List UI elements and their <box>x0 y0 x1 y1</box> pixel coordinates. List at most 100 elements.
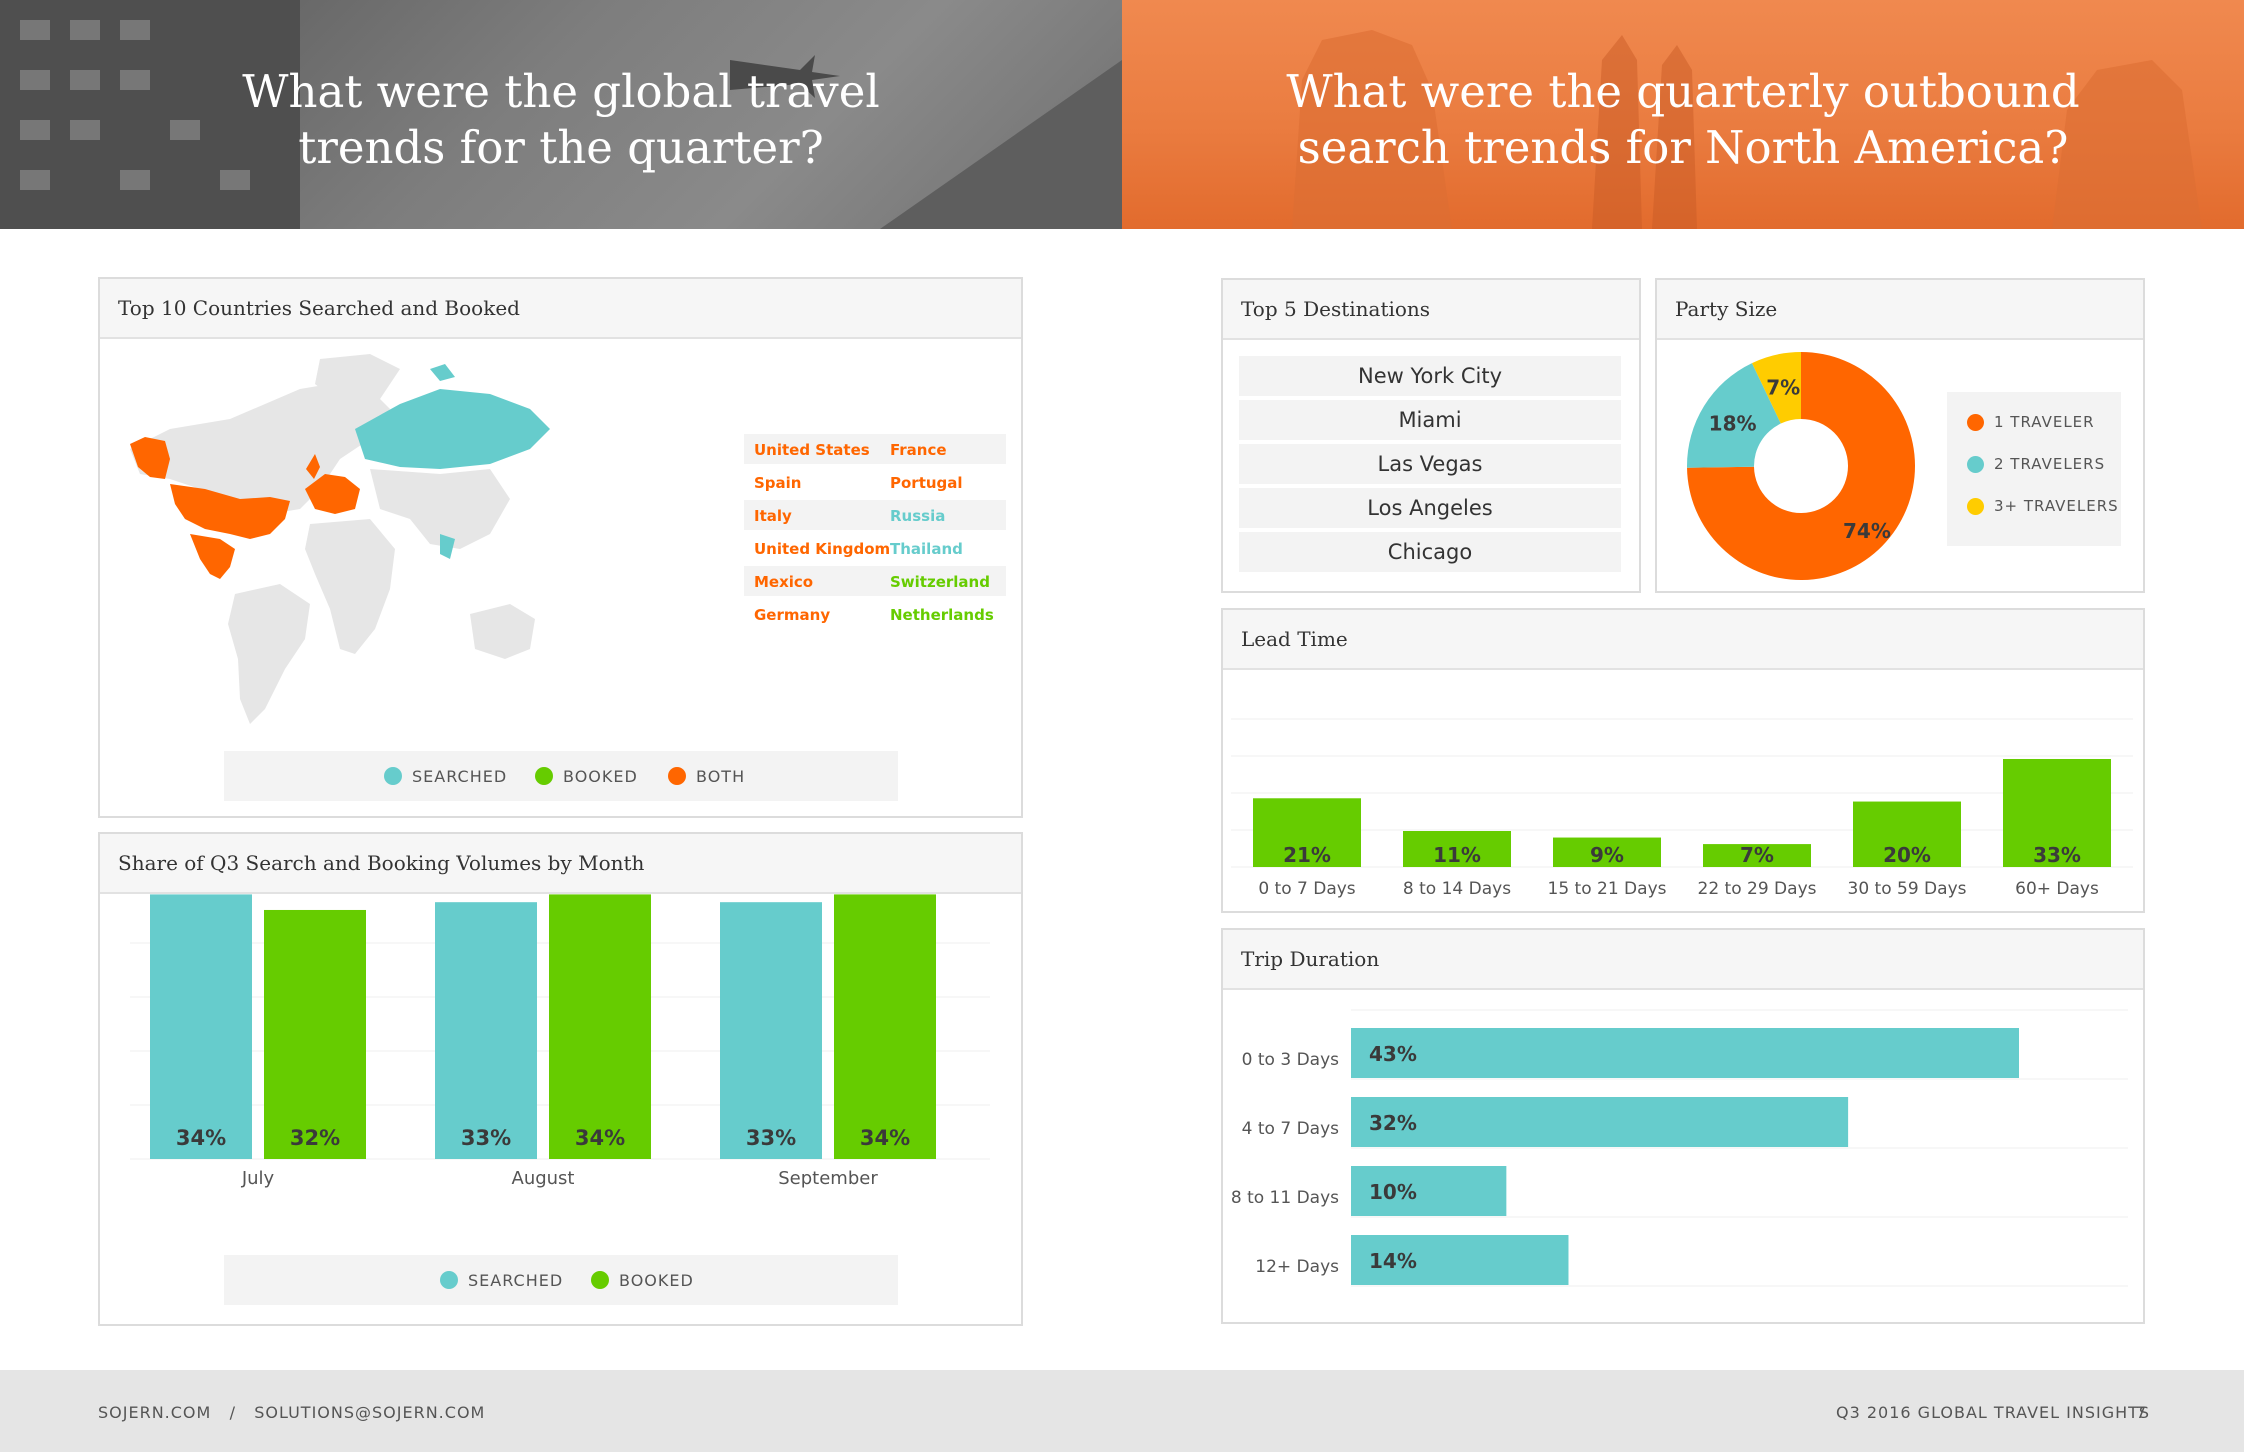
share-category-label: September <box>778 1168 878 1189</box>
lead-category-label: 60+ Days <box>2015 879 2099 899</box>
share-bar-label: 34% <box>176 1126 226 1150</box>
trip-category-label: 12+ Days <box>1255 1257 1339 1277</box>
legend-booked: BOOKED <box>535 751 638 801</box>
share-bar-label: 32% <box>290 1126 340 1150</box>
share-panel-title: Share of Q3 Search and Booking Volumes b… <box>118 851 645 875</box>
europe-shape <box>305 474 360 514</box>
lead-bar-label: 20% <box>1883 843 1931 867</box>
trip-bar-label: 32% <box>1369 1111 1417 1135</box>
teal-dot-icon <box>1967 455 1984 473</box>
country-name: Italy <box>754 507 792 525</box>
country-name: Portugal <box>890 474 963 492</box>
trip-duration-chart: 43% 0 to 3 Days 32% 4 to 7 Days 10% 8 to 11 D… <box>1231 1009 2128 1287</box>
lead-category-label: 0 to 7 Days <box>1258 879 1355 899</box>
russia-shape <box>355 389 550 469</box>
share-bar <box>435 902 537 1159</box>
lead-bar-label: 21% <box>1283 843 1331 867</box>
share-legend: SEARCHED BOOKED <box>224 1255 898 1305</box>
countries-panel-title: Top 10 Countries Searched and Booked <box>118 296 520 320</box>
trip-bar <box>1351 1166 1507 1216</box>
party-panel-header: Party Size <box>1657 280 2143 340</box>
country-name: France <box>890 441 947 459</box>
usa-shape <box>170 484 290 539</box>
banner-left-title: What were the global travel trends for t… <box>0 64 1122 176</box>
legend-booked: BOOKED <box>591 1255 694 1305</box>
lead-panel: Lead Time 21% 0 to 7 Days 11% 8 to 14 Days 9… <box>1221 608 2145 913</box>
legend-2-travelers-label: 2 TRAVELERS <box>1994 455 2106 473</box>
searched-dot-icon <box>384 767 402 785</box>
lead-category-label: 30 to 59 Days <box>1848 879 1967 899</box>
trip-bar-label: 10% <box>1369 1180 1417 1204</box>
destinations-panel: Top 5 Destinations New York City Miami L… <box>1221 278 1641 593</box>
country-row: Spain Portugal <box>744 467 1006 497</box>
trip-panel: Trip Duration 43% 0 to 3 Days 32% 4 to 7 Da… <box>1221 928 2145 1324</box>
destinations-panel-title: Top 5 Destinations <box>1241 297 1431 321</box>
lead-category-label: 15 to 21 Days <box>1548 879 1667 899</box>
trip-category-label: 8 to 11 Days <box>1231 1188 1339 1208</box>
party-slice <box>1752 352 1801 424</box>
uk-shape <box>306 454 320 479</box>
legend-1-traveler-label: 1 TRAVELER <box>1994 413 2095 431</box>
legend-searched-label: SEARCHED <box>468 1270 564 1290</box>
desert-background-image <box>1292 30 2202 229</box>
party-slice-label: 74% <box>1843 519 1891 543</box>
footer-contact: SOJERN.COM / SOLUTIONS@SOJERN.COM <box>98 1403 486 1422</box>
legend-3plus-travelers-label: 3+ TRAVELERS <box>1994 497 2119 515</box>
share-bar <box>549 894 651 1159</box>
lead-category-label: 22 to 29 Days <box>1698 879 1817 899</box>
banner-left: What were the global travel trends for t… <box>0 0 1122 229</box>
country-name: Germany <box>754 606 831 624</box>
party-donut-chart: 74% 18% 7% <box>1687 352 1915 580</box>
country-row: United States France <box>744 434 1006 464</box>
share-bar-label: 33% <box>746 1126 796 1150</box>
footer: SOJERN.COM / SOLUTIONS@SOJERN.COM Q3 201… <box>0 1370 2244 1452</box>
banner-right-line2: search trends for North America? <box>1297 121 2069 174</box>
share-bar <box>150 894 252 1159</box>
party-panel: Party Size 74% 18% 7% 1 TRAVELER 2 TRAVELE… <box>1655 278 2145 593</box>
share-bar <box>720 902 822 1159</box>
lead-bar-label: 11% <box>1433 843 1481 867</box>
trip-bar <box>1351 1097 1849 1147</box>
lead-panel-title: Lead Time <box>1241 627 1348 651</box>
country-row: Mexico Switzerland <box>744 566 1006 596</box>
banner-right-title: What were the quarterly outbound search … <box>1122 64 2244 176</box>
trip-category-label: 0 to 3 Days <box>1242 1050 1339 1070</box>
destinations-panel-header: Top 5 Destinations <box>1223 280 1639 340</box>
lead-bar-label: 9% <box>1590 843 1624 867</box>
orange-dot-icon <box>1967 413 1984 431</box>
country-name: Thailand <box>890 540 963 558</box>
airplane-icon <box>730 55 840 98</box>
country-row: Germany Netherlands <box>744 599 1006 629</box>
destination-item: Chicago <box>1239 532 1621 572</box>
countries-legend: SEARCHED BOOKED BOTH <box>224 751 898 801</box>
party-slice-label: 7% <box>1766 375 1800 399</box>
party-panel-title: Party Size <box>1675 297 1778 321</box>
lead-panel-header: Lead Time <box>1223 610 2143 670</box>
lead-bar-label: 7% <box>1740 843 1774 867</box>
trip-category-label: 4 to 7 Days <box>1242 1119 1339 1139</box>
countries-panel: Top 10 Countries Searched and Booked Uni… <box>98 277 1023 818</box>
booked-dot-icon <box>535 767 553 785</box>
lead-category-label: 8 to 14 Days <box>1403 879 1511 899</box>
legend-2-travelers: 2 TRAVELERS <box>1967 452 2105 476</box>
party-slice-label: 18% <box>1709 412 1757 436</box>
lead-bar <box>1403 831 1511 867</box>
country-name: United States <box>754 441 870 459</box>
lead-bar <box>1253 798 1361 867</box>
share-bar-label: 33% <box>461 1126 511 1150</box>
banner-left-line2: trends for the quarter? <box>298 121 824 174</box>
banner-left-line1: What were the global travel <box>242 65 880 118</box>
share-category-label: August <box>512 1168 575 1189</box>
share-bar-label: 34% <box>575 1126 625 1150</box>
trip-bar <box>1351 1028 2019 1078</box>
destination-item: Las Vegas <box>1239 444 1621 484</box>
country-name: Switzerland <box>890 573 990 591</box>
lead-bar-label: 33% <box>2033 843 2081 867</box>
country-name: Netherlands <box>890 606 994 624</box>
trip-bar <box>1351 1235 1569 1285</box>
yellow-dot-icon <box>1967 497 1984 515</box>
alaska-shape <box>130 437 170 479</box>
trip-panel-header: Trip Duration <box>1223 930 2143 990</box>
legend-searched-label: SEARCHED <box>412 766 508 786</box>
